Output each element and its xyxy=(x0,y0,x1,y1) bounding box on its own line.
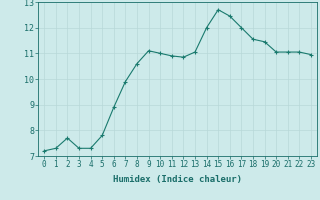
X-axis label: Humidex (Indice chaleur): Humidex (Indice chaleur) xyxy=(113,175,242,184)
